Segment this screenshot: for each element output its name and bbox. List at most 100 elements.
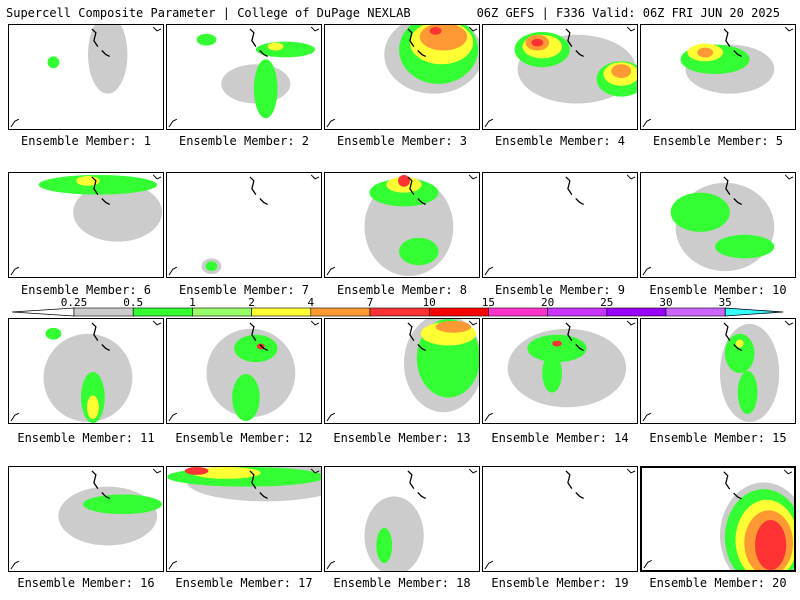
member-panel-6[interactable]: [8, 172, 164, 278]
colorbar-tick-label: 4: [307, 296, 315, 309]
coast-outline: [168, 118, 178, 128]
member-panel-2[interactable]: [166, 24, 322, 130]
colorbar-segment: [310, 307, 371, 317]
member-panel-4[interactable]: [482, 24, 638, 130]
member-panel-11[interactable]: [8, 318, 164, 424]
lake-outline: [565, 470, 573, 489]
coast-outline: [326, 560, 336, 570]
coast-outline: [784, 174, 794, 180]
coast-outline: [642, 266, 652, 276]
coast-outline: [168, 560, 178, 570]
lake-outline: [733, 198, 742, 205]
member-map-1: [10, 25, 162, 128]
member-map-7: [168, 174, 320, 276]
colorbar-tick-label: 7: [366, 296, 374, 309]
coast-outline: [468, 320, 478, 326]
member-panel-9[interactable]: [482, 172, 638, 278]
coast-outline: [642, 118, 652, 128]
scp-contour: [191, 467, 261, 479]
lake-outline: [407, 28, 415, 47]
member-panel-19[interactable]: [482, 466, 638, 572]
member-panel-13[interactable]: [324, 318, 480, 424]
coast-outline: [10, 560, 20, 570]
member-panel-1[interactable]: [8, 24, 164, 130]
member-panel-12[interactable]: [166, 318, 322, 424]
member-panel-15[interactable]: [640, 318, 796, 424]
lake-outline: [565, 176, 573, 195]
member-map-14: [484, 320, 636, 422]
scp-contour: [38, 174, 158, 195]
lake-outline: [723, 176, 731, 195]
member-panel-7[interactable]: [166, 172, 322, 278]
member-label-6: Ensemble Member: 6: [20, 283, 152, 297]
lake-outline: [407, 470, 415, 489]
scp-contour: [398, 174, 410, 187]
scp-contour: [364, 496, 424, 571]
colorbar-segment: [606, 307, 667, 317]
member-map-16: [10, 468, 163, 570]
member-panel-20[interactable]: [640, 466, 796, 572]
coast-outline: [468, 468, 478, 474]
member-panel-18[interactable]: [324, 466, 480, 572]
lake-outline: [733, 492, 742, 500]
scp-contour: [737, 371, 758, 415]
member-label-16: Ensemble Member: 16: [17, 576, 155, 590]
lake-outline: [91, 176, 99, 195]
member-label-14: Ensemble Member: 14: [491, 431, 629, 445]
lake-outline: [91, 322, 99, 341]
member-panel-3[interactable]: [324, 24, 480, 130]
scp-contour: [527, 334, 587, 363]
coast-outline: [626, 320, 636, 326]
coast-outline: [783, 469, 793, 475]
member-label-12: Ensemble Member: 12: [175, 431, 313, 445]
coast-outline: [626, 468, 636, 474]
lake-outline: [249, 322, 257, 341]
scp-contour: [376, 527, 393, 564]
member-map-6: [10, 174, 163, 276]
member-panel-17[interactable]: [166, 466, 322, 572]
member-panel-5[interactable]: [640, 24, 796, 130]
colorbar-segment: [73, 307, 134, 317]
lake-outline: [575, 492, 584, 499]
member-panel-8[interactable]: [324, 172, 480, 278]
member-map-5: [642, 26, 794, 128]
coast-outline: [152, 174, 162, 180]
scp-contour: [715, 234, 775, 259]
member-map-19: [484, 468, 636, 570]
scp-contour: [87, 25, 128, 94]
member-panel-16[interactable]: [8, 466, 164, 572]
scp-contour: [73, 182, 163, 242]
member-map-10: [642, 174, 794, 276]
coast-outline: [642, 412, 652, 422]
member-label-7: Ensemble Member: 7: [178, 283, 310, 297]
lake-outline: [575, 344, 584, 351]
member-label-17: Ensemble Member: 17: [175, 576, 313, 590]
coast-outline: [10, 118, 20, 128]
coast-outline: [468, 26, 478, 32]
colorbar-left-arrow: [11, 307, 75, 317]
lake-outline: [575, 198, 584, 205]
coast-outline: [484, 118, 494, 128]
member-map-4: [484, 26, 637, 128]
member-panel-10[interactable]: [640, 172, 796, 278]
coast-outline: [784, 320, 794, 326]
coast-outline: [484, 412, 494, 422]
member-label-18: Ensemble Member: 18: [333, 576, 471, 590]
scp-contour: [724, 333, 755, 373]
scp-contour: [435, 320, 472, 333]
member-map-18: [326, 468, 478, 571]
member-map-3: [326, 25, 479, 128]
lake-outline: [101, 344, 110, 351]
colorbar-tick-label: 15: [481, 296, 496, 309]
scp-contour: [735, 339, 744, 348]
member-map-15: [642, 320, 794, 423]
lake-outline: [417, 492, 426, 499]
scp-contour: [205, 261, 218, 272]
coast-outline: [10, 266, 20, 276]
scp-contour: [267, 42, 284, 51]
colorbar-tick-label: 20: [540, 296, 555, 309]
scp-contour: [531, 38, 544, 47]
member-panel-14[interactable]: [482, 318, 638, 424]
scp-contour: [234, 334, 278, 363]
lake-outline: [259, 492, 268, 499]
